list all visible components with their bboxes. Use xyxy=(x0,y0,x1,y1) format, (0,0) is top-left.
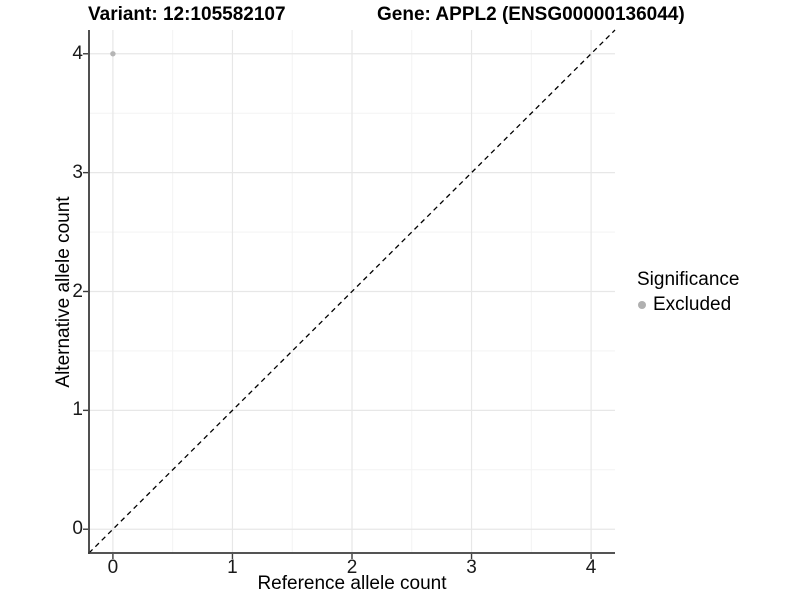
legend-item-label: Excluded xyxy=(653,294,732,315)
x-tick-label-3: 3 xyxy=(466,557,477,578)
x-tick-label-1: 1 xyxy=(227,557,238,578)
y-tick-label-1: 1 xyxy=(72,399,83,421)
y-tick-label-3: 3 xyxy=(72,161,83,183)
y-tick-label-2: 2 xyxy=(72,280,83,302)
legend-item-excluded: Excluded xyxy=(637,294,739,316)
identity-dashed-line xyxy=(88,29,616,554)
x-tick-label-2: 2 xyxy=(346,557,358,578)
legend-point-icon xyxy=(638,301,646,309)
y-tick-label-0: 0 xyxy=(72,518,83,540)
x-tick-label-4: 4 xyxy=(585,557,597,578)
y-tick-label-4: 4 xyxy=(72,42,83,64)
x-tick-label-0: 0 xyxy=(107,557,119,578)
legend-title: Significance xyxy=(637,269,740,290)
x-axis-title: Reference allele count xyxy=(257,573,447,594)
gene-title: Gene: APPL2 (ENSG00000136044) xyxy=(377,4,685,25)
y-axis-title: Alternative allele count xyxy=(53,196,74,388)
data-point xyxy=(110,51,116,57)
variant-title: Variant: 12:105582107 xyxy=(88,4,286,25)
legend: Significance Excluded xyxy=(637,269,739,316)
